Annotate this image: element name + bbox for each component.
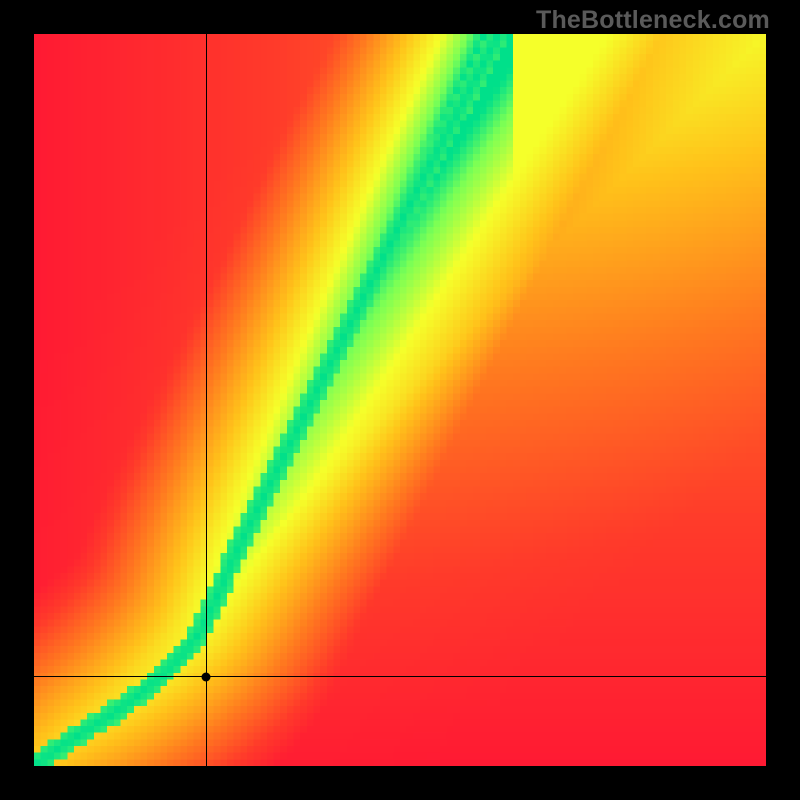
heatmap-canvas [34, 34, 766, 766]
crosshair-marker [202, 672, 211, 681]
chart-frame: TheBottleneck.com [0, 0, 800, 800]
plot-area [34, 34, 766, 766]
crosshair-vertical [206, 34, 207, 766]
crosshair-horizontal [34, 676, 766, 677]
watermark-text: TheBottleneck.com [536, 6, 770, 35]
